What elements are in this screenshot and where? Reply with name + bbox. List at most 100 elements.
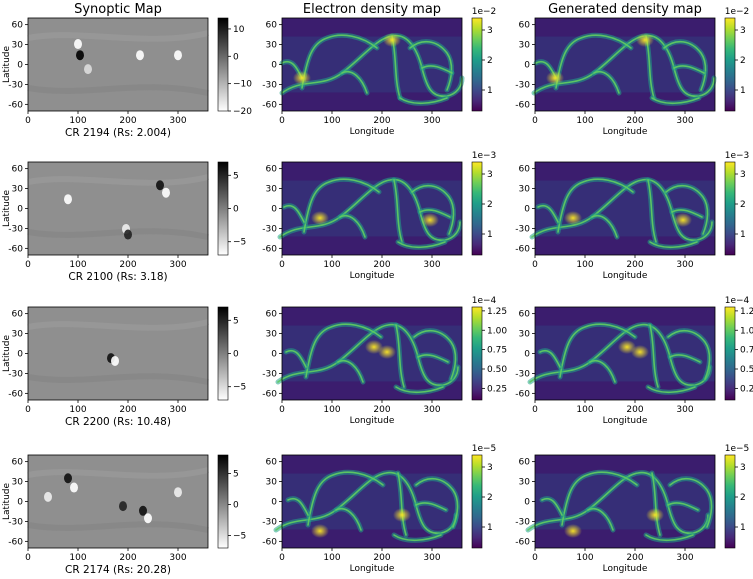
active-region — [111, 355, 119, 366]
colorbar-tick-label: 1 — [487, 86, 493, 96]
colorbar-exponent: 1e−4 — [472, 296, 497, 306]
colorbar-tick-label: −20 — [233, 107, 252, 117]
colorbar: 3 2 1 1e−5 — [471, 444, 496, 549]
y-tick-label: -30 — [8, 369, 23, 379]
active-region — [174, 50, 182, 61]
synoptic-background — [28, 307, 208, 400]
density-ridge — [673, 65, 705, 74]
density-ridge — [281, 34, 463, 97]
x-tick-label: 200 — [119, 116, 136, 126]
density-ridge — [303, 178, 380, 233]
synoptic-structure — [27, 174, 209, 186]
y-tick-label: 0 — [271, 61, 277, 71]
x-tick-label: 200 — [119, 553, 136, 563]
x-axis-label: Longitude — [350, 271, 395, 281]
colorbar-tick-label: 0.75 — [487, 346, 507, 356]
x-tick-label: 200 — [373, 553, 390, 563]
density-ridge — [301, 34, 378, 89]
x-tick-label: 300 — [676, 116, 693, 126]
colorbar-tick-label: 2 — [740, 56, 746, 66]
density-ridge — [667, 502, 699, 511]
density-ridge — [665, 184, 709, 235]
y-tick-label: 0 — [524, 498, 530, 508]
colorbar-tick-label: 1 — [740, 523, 746, 533]
y-tick-label: 0 — [17, 61, 23, 71]
colorbar-gradient — [217, 454, 229, 549]
y-tick-label: -60 — [8, 537, 23, 547]
colorbar-tick-label: 0.50 — [487, 365, 507, 375]
density-ridge — [279, 178, 461, 241]
active-region — [136, 50, 144, 61]
x-tick-label: 300 — [169, 260, 186, 270]
panel-caption: CR 2174 (Rs: 20.28) — [65, 564, 171, 576]
active-region — [124, 229, 132, 240]
density-peak — [564, 211, 582, 225]
density-ridge — [533, 34, 715, 97]
density-ridge — [587, 508, 614, 531]
density-ridge — [341, 71, 368, 94]
colorbar-tick-label: 0 — [233, 205, 239, 215]
density-ridge — [395, 324, 405, 388]
colorbar-tick-label: 0.50 — [740, 365, 753, 375]
x-axis-label: Longitude — [350, 416, 395, 426]
y-axis-label: Latitude — [2, 335, 12, 373]
x-tick-label: 0 — [25, 553, 31, 563]
y-tick-label: -30 — [515, 517, 530, 527]
y-tick-label: -60 — [262, 537, 277, 547]
colorbar: 3 2 1 1e−3 — [724, 151, 749, 256]
density-ridges — [277, 176, 463, 250]
density-ridge — [589, 360, 616, 383]
y-tick-label: -30 — [515, 224, 530, 234]
density-peak — [421, 213, 439, 227]
x-axis-label: Longitude — [603, 564, 648, 574]
y-tick-label: -30 — [515, 369, 530, 379]
colorbar-gradient — [217, 161, 229, 256]
x-tick-label: 300 — [169, 405, 186, 415]
density-ridge — [283, 204, 305, 223]
density-ridge — [419, 209, 451, 218]
y-tick-label: 30 — [12, 330, 24, 340]
colorbar-tick-label: 1 — [487, 230, 493, 240]
x-tick-label: 200 — [119, 260, 136, 270]
colorbar-tick-label: 5 — [233, 171, 239, 181]
y-tick-label: 0 — [17, 498, 23, 508]
colorbar-tick-label: 3 — [740, 170, 746, 180]
synoptic-background — [28, 162, 208, 255]
x-axis-label: Longitude — [350, 127, 395, 137]
density-ridge — [529, 323, 711, 386]
density-ridge — [285, 349, 307, 368]
colorbar: 5 0 −5 — [217, 161, 246, 256]
y-tick-label: 30 — [519, 41, 531, 51]
y-tick-label: 60 — [266, 458, 278, 468]
x-tick-label: 200 — [373, 116, 390, 126]
x-axis-label: Longitude — [603, 416, 648, 426]
density-peak — [646, 508, 664, 522]
colorbar-exponent: 1e−3 — [472, 151, 497, 161]
density-ridge — [395, 386, 444, 394]
colorbar-tick-label: 1.25 — [740, 307, 753, 317]
x-tick-label: 100 — [576, 116, 593, 126]
density-ridge — [663, 40, 707, 91]
colorbar-tick-label: 5 — [233, 316, 239, 326]
density-ridge — [287, 497, 309, 516]
colorbar: 5 0 −5 — [217, 306, 246, 401]
density-ridges — [273, 469, 460, 543]
electron-density-panel: 0 100 200 30060300-30-60Longitude1.251.000.… — [262, 296, 507, 426]
colorbar-exponent: 1e−5 — [725, 444, 750, 454]
y-tick-label: 0 — [524, 61, 530, 71]
active-region — [144, 513, 152, 524]
colorbar-gradient — [471, 17, 483, 112]
y-tick-label: 60 — [266, 310, 278, 320]
y-tick-label: 60 — [519, 310, 531, 320]
y-axis-label: Latitude — [2, 190, 12, 228]
synoptic-structure — [27, 319, 209, 331]
density-peak — [293, 71, 311, 85]
density-ridge — [539, 349, 561, 368]
density-ridge — [649, 324, 659, 388]
density-ridge — [669, 477, 713, 528]
y-tick-label: 0 — [271, 350, 277, 360]
